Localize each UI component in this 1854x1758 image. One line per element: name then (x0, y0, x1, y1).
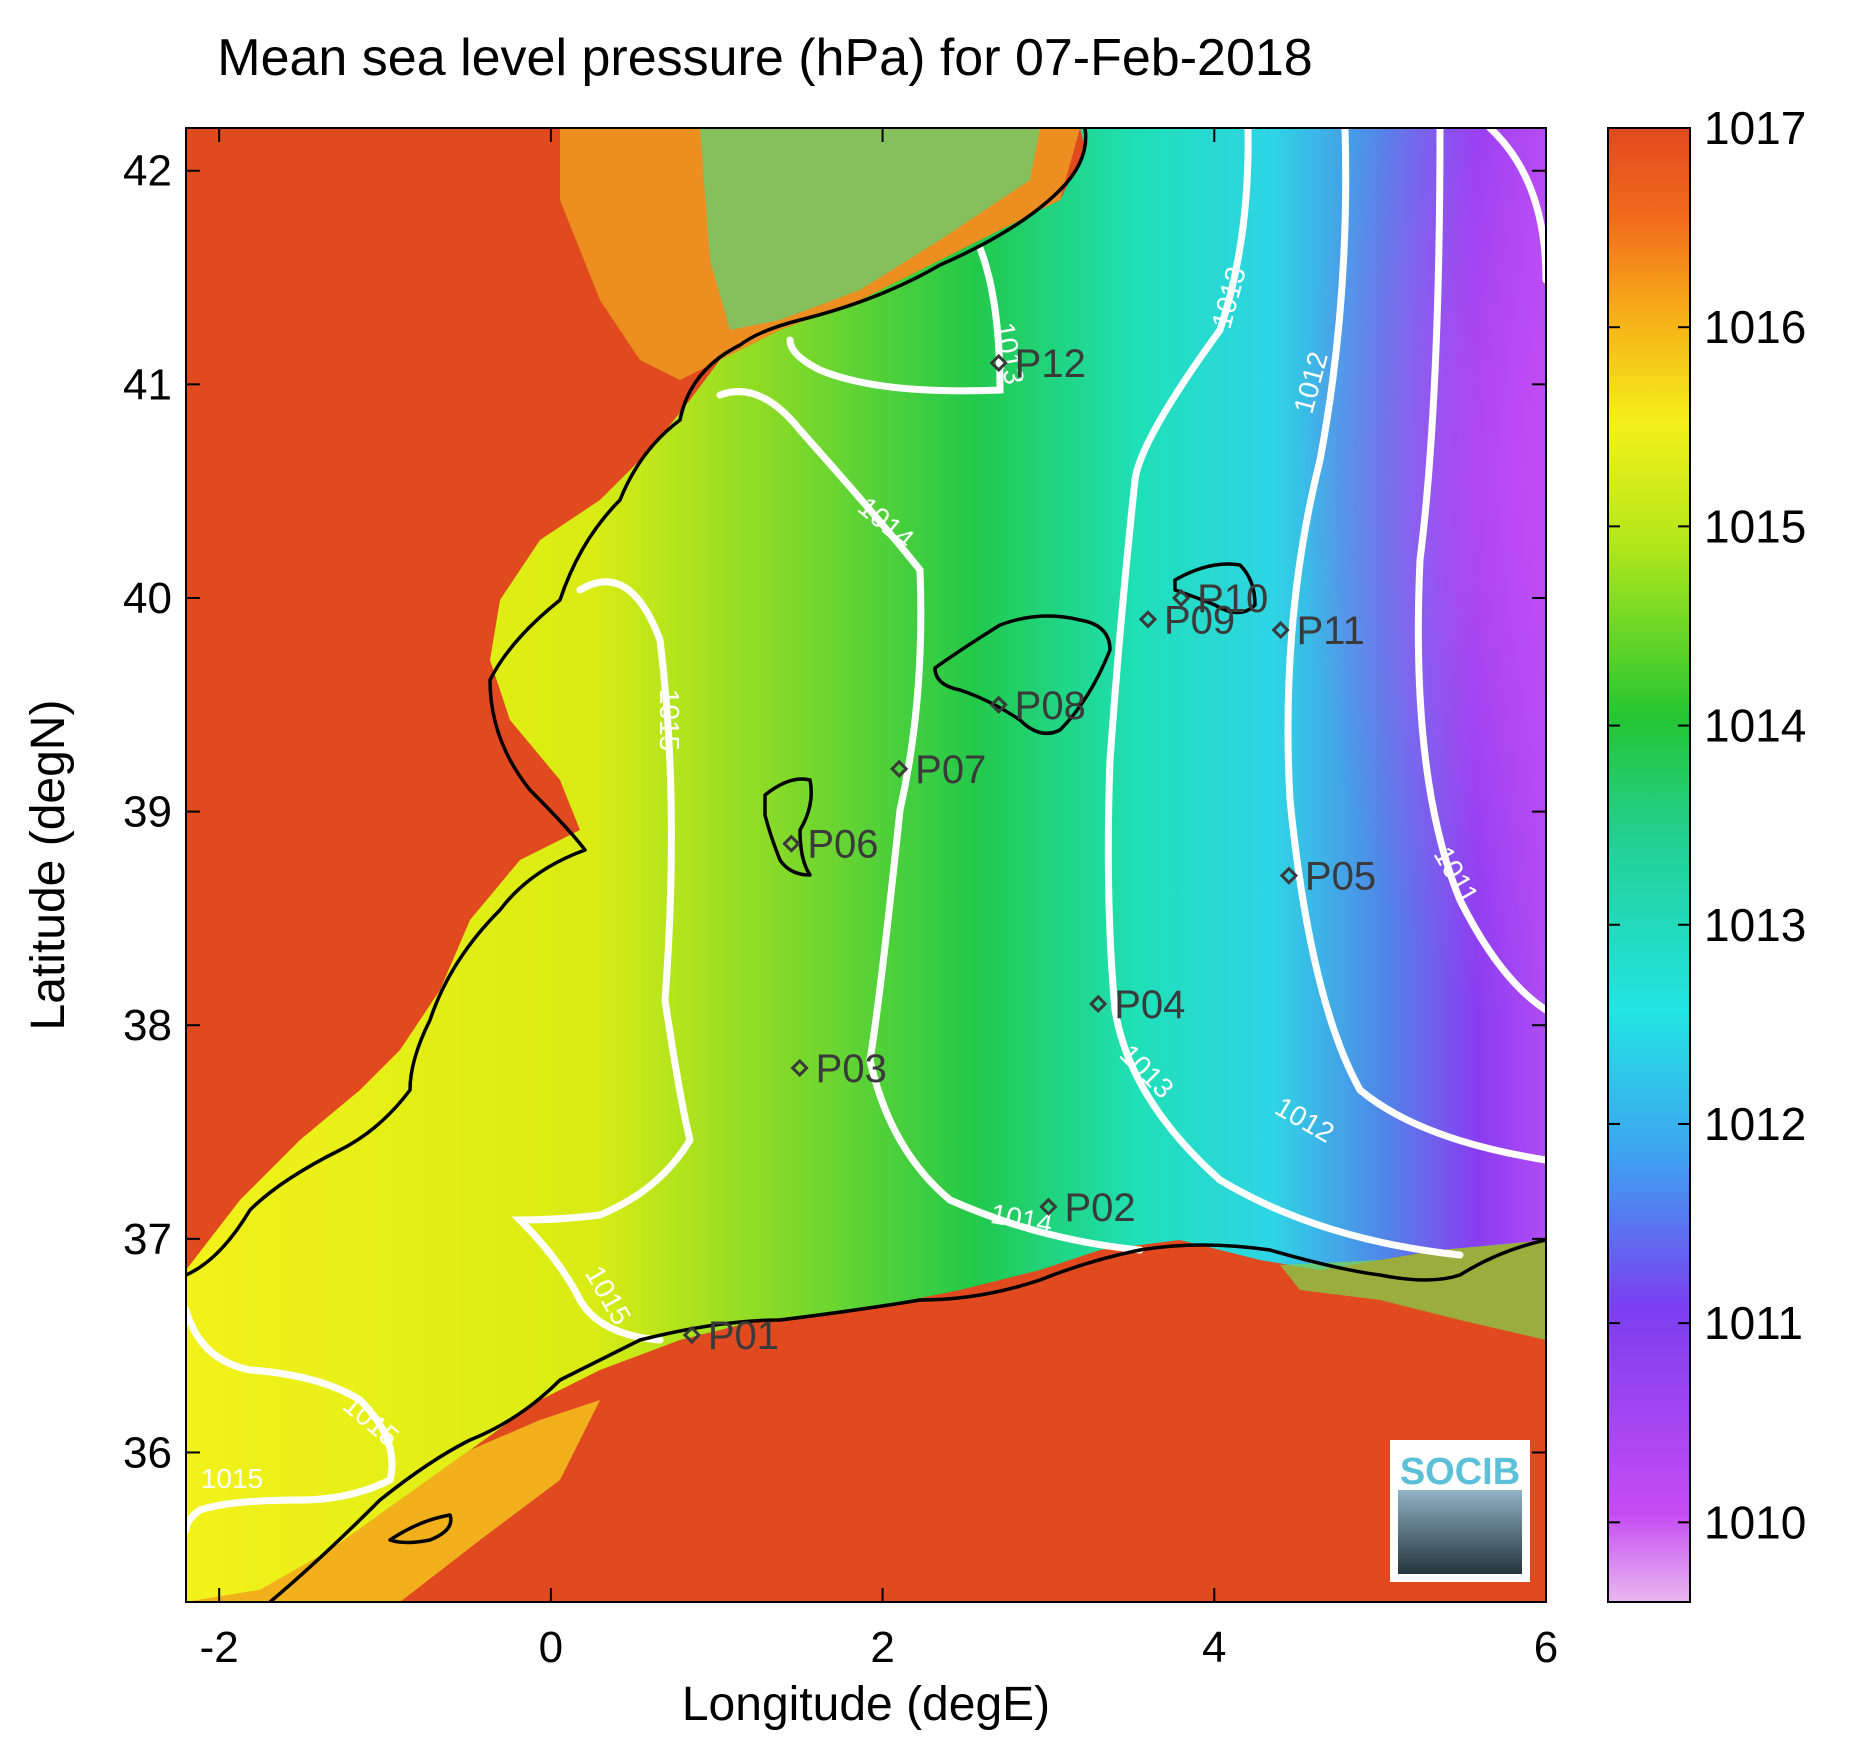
station-label: P04 (1114, 983, 1185, 1027)
island-mallorca (933, 614, 1112, 736)
y-tick-label: 39 (123, 788, 172, 837)
colorbar-tick-label: 1017 (1704, 102, 1806, 154)
station-label: P01 (708, 1314, 779, 1358)
x-tick-label: 6 (1534, 1623, 1558, 1672)
station-label: P02 (1064, 1186, 1135, 1230)
y-tick-label: 42 (123, 147, 172, 196)
station-marker (1279, 866, 1299, 885)
island-alboran (388, 1513, 453, 1545)
station-marker (682, 1325, 701, 1345)
station-marker (1171, 588, 1191, 608)
land-iberia (186, 128, 1085, 1270)
station-label: P12 (1015, 342, 1086, 386)
station-label: P11 (1297, 609, 1365, 653)
y-tick-label: 37 (123, 1215, 172, 1264)
island-menorca (1173, 562, 1257, 615)
colorbar-tick-label: 1011 (1704, 1297, 1803, 1349)
socib-logo: SOCIB (1390, 1440, 1530, 1582)
colorbar-tick-label: 1016 (1704, 301, 1806, 353)
map-frame (185, 127, 1547, 1603)
station-label: P06 (807, 823, 878, 867)
colorbar-ticks: 1010 1011 1012 1013 1014 1015 1016 1017 (1608, 102, 1806, 1548)
station-label: P08 (1015, 684, 1086, 728)
station-marker (890, 759, 909, 778)
station-label: P05 (1305, 855, 1376, 899)
x-axis-label: Longitude (degE) (682, 1678, 1050, 1731)
island-ibiza (763, 777, 813, 877)
station-marker (989, 695, 1008, 714)
x-tick-label: 0 (539, 1623, 563, 1672)
coastlines (186, 128, 1546, 1602)
station-marker (1039, 1197, 1058, 1216)
logo-text: SOCIB (1400, 1451, 1520, 1493)
station-marker (790, 1058, 809, 1078)
x-tick-label: -2 (200, 1623, 239, 1672)
colorbar-tick-label: 1012 (1704, 1098, 1806, 1150)
y-tick-label: 41 (123, 360, 172, 409)
colorbar-tick-label: 1013 (1704, 899, 1806, 951)
station-marker (1271, 620, 1290, 640)
colorbar-tick-label: 1010 (1704, 1496, 1806, 1548)
y-axis-label: Latitude (degN) (22, 700, 75, 1031)
x-tick-label: 2 (870, 1623, 894, 1672)
y-tick-label: 38 (123, 1001, 172, 1050)
station-label: P09 (1164, 598, 1235, 642)
colorbar-tick-label: 1015 (1704, 500, 1806, 552)
y-tick-label: 40 (123, 574, 172, 623)
station-label: P03 (816, 1047, 887, 1091)
station-marker (1089, 994, 1108, 1013)
station-label: P07 (915, 748, 986, 792)
isobars (186, 128, 1546, 1534)
colorbar-tick-label: 1014 (1704, 700, 1806, 752)
station-marker (1138, 610, 1158, 629)
station-label: P10 (1197, 577, 1268, 621)
colorbar (1607, 127, 1691, 1603)
x-tick-label: 4 (1202, 1623, 1226, 1672)
station-marker (782, 834, 801, 853)
y-tick-label: 36 (123, 1428, 172, 1477)
contour-label: 1015 (201, 1463, 263, 1494)
station-marker (989, 353, 1008, 373)
y-axis: 36 37 38 39 40 41 42 (123, 147, 1546, 1477)
land-africa (186, 1240, 1546, 1602)
contour-label: 1015 (654, 689, 685, 751)
pressure-field (186, 128, 1546, 1602)
x-axis: -2 0 2 4 6 (200, 128, 1558, 1672)
chart-title: Mean sea level pressure (hPa) for 07-Feb… (217, 29, 1313, 87)
